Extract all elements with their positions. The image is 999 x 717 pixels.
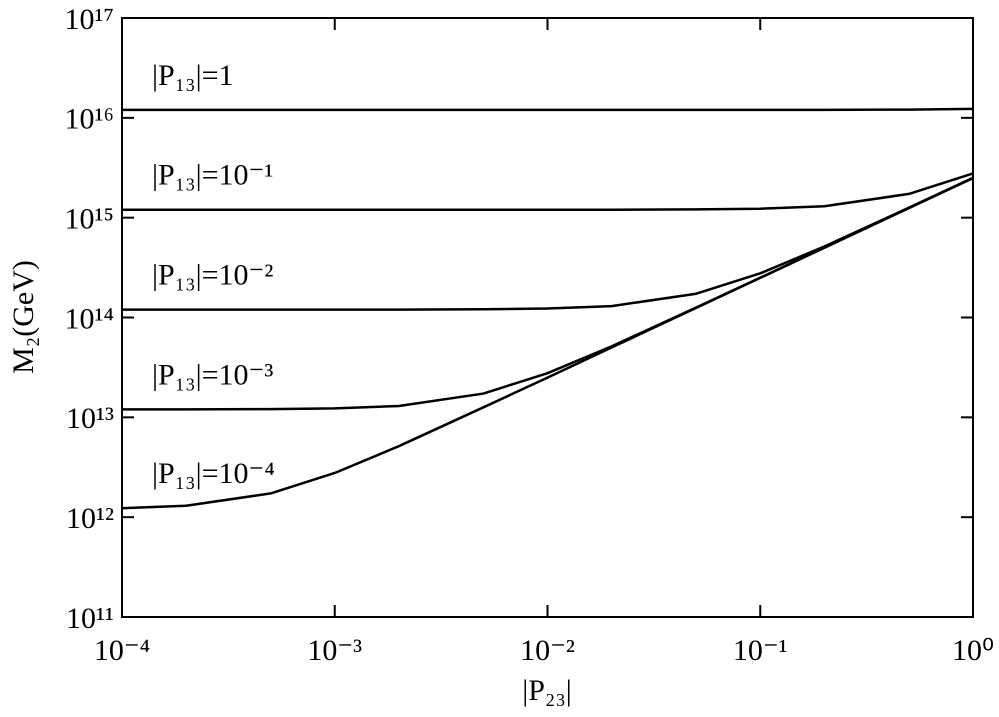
y-tick-label: 10¹²	[66, 502, 114, 535]
series-line	[122, 107, 974, 112]
y-tick-label: 10¹⁶	[65, 103, 114, 136]
series-line	[121, 176, 974, 510]
y-tick-label: 10¹⁷	[65, 3, 114, 36]
x-tick-label: 10⁻³	[307, 634, 362, 667]
series-label: |P₁₃|=10⁻²	[152, 258, 273, 291]
series-line	[122, 172, 974, 212]
x-tick-label: 10⁻²	[520, 634, 575, 667]
x-tick-label: 10⁻⁴	[94, 634, 150, 667]
y-tick-label: 10¹¹	[66, 602, 114, 635]
y-tick-label: 10¹⁵	[65, 203, 114, 236]
x-tick-label: 10⁰	[952, 634, 994, 667]
series-label: |P₁₃|=10⁻³	[152, 358, 273, 391]
y-tick-label: 10¹³	[66, 402, 114, 435]
series-label: |P₁₃|=1	[152, 59, 234, 92]
y-tick-label: 10¹⁴	[65, 302, 114, 335]
series-label: |P₁₃|=10⁻⁴	[152, 457, 275, 490]
x-tick-label: 10⁻¹	[733, 634, 788, 667]
series-label: |P₁₃|=10⁻¹	[152, 159, 273, 192]
x-axis-title: |P₂₃|	[522, 674, 572, 707]
y-axis-title: M₂(GeV)	[7, 260, 40, 374]
plot-frame	[121, 17, 974, 618]
